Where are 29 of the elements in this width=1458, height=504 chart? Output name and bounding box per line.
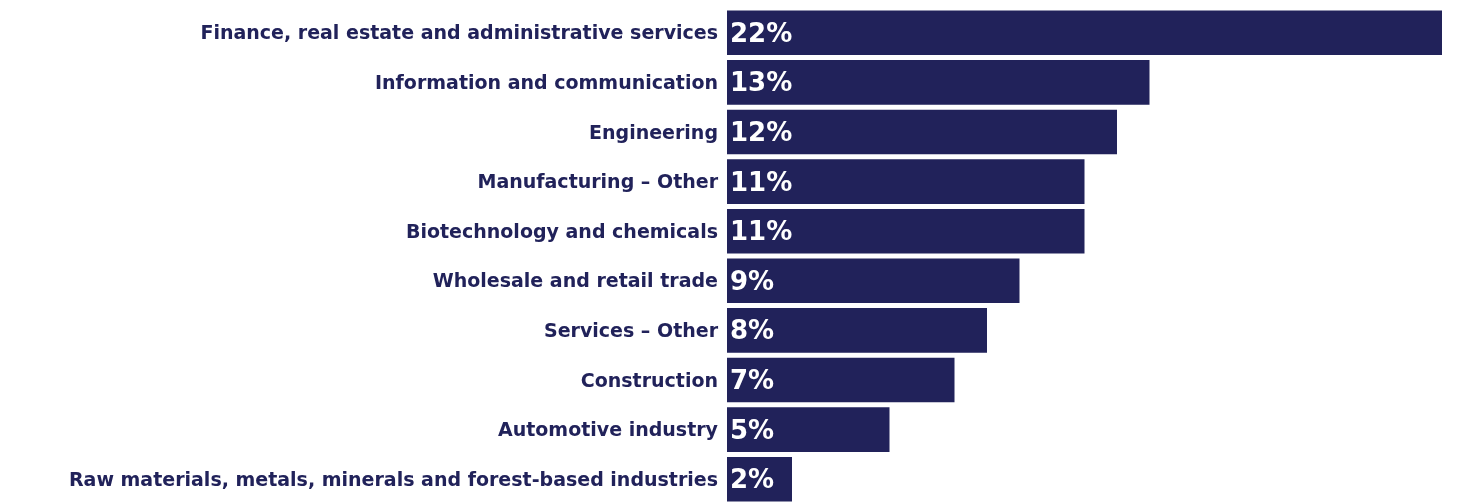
y-tick-label: Wholesale and retail trade: [432, 269, 718, 292]
data-label: 2%: [730, 464, 775, 495]
y-tick-label: Services – Other: [543, 319, 719, 342]
data-label: 8%: [730, 315, 775, 346]
data-label: 9%: [730, 265, 775, 296]
data-label: 7%: [730, 365, 775, 395]
data-label: 22%: [730, 17, 793, 48]
y-tick-label: Manufacturing – Other: [477, 170, 719, 193]
data-label: 13%: [730, 67, 793, 98]
y-tick-label: Construction: [580, 368, 718, 391]
bar: [727, 308, 987, 353]
y-tick-label: Engineering: [589, 120, 718, 143]
data-label: 11%: [730, 166, 793, 197]
bar: [727, 208, 1085, 254]
bar: [727, 109, 1117, 155]
data-label: 12%: [730, 117, 793, 147]
bar: [727, 60, 1150, 105]
bar: [727, 159, 1085, 204]
y-tick-label: Finance, real estate and administrative services: [200, 21, 718, 44]
bar: [727, 10, 1442, 56]
y-tick-label: Biotechnology and chemicals: [405, 219, 718, 242]
y-tick-label: Raw materials, metals, minerals and forest-based industries: [68, 467, 718, 490]
bar: [727, 357, 955, 403]
data-label: 11%: [730, 216, 793, 247]
data-label: 5%: [730, 414, 775, 445]
bar: [727, 407, 890, 452]
y-tick-label: Automotive industry: [497, 418, 719, 441]
bar: [727, 258, 1020, 304]
y-tick-label: Information and communication: [375, 71, 718, 94]
